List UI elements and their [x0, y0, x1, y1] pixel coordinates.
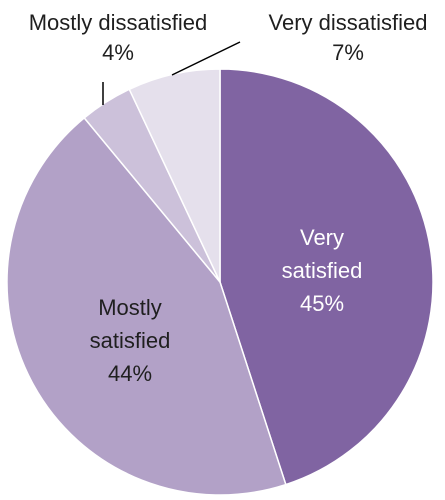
- slice-name: satisfied: [282, 258, 363, 283]
- leader-lines: [102, 41, 241, 105]
- slice-label: Mostly dissatisfied 4%: [29, 10, 208, 65]
- slice-percent: 7%: [332, 40, 364, 65]
- slice-percent: 45%: [300, 291, 344, 316]
- slice-percent: 4%: [102, 40, 134, 65]
- slice-percent: 44%: [108, 361, 152, 386]
- slice-name: Mostly: [98, 295, 162, 320]
- slice-labels: Very satisfied 45%Mostly satisfied 44%Mostly…: [29, 10, 428, 386]
- slice-label: Very satisfied 45%: [282, 225, 363, 316]
- slice-name: Very: [300, 225, 344, 250]
- slice-label: Mostly satisfied 44%: [90, 295, 171, 386]
- slice-name: Mostly dissatisfied: [29, 10, 208, 35]
- pie-slice: [219, 68, 434, 486]
- slice-name: satisfied: [90, 328, 171, 353]
- leader-line: [171, 41, 241, 76]
- pie-slice: [6, 116, 287, 496]
- pie-slices: [6, 68, 434, 496]
- slice-label: Very dissatisfied 7%: [269, 10, 428, 65]
- slice-name: Very dissatisfied: [269, 10, 428, 35]
